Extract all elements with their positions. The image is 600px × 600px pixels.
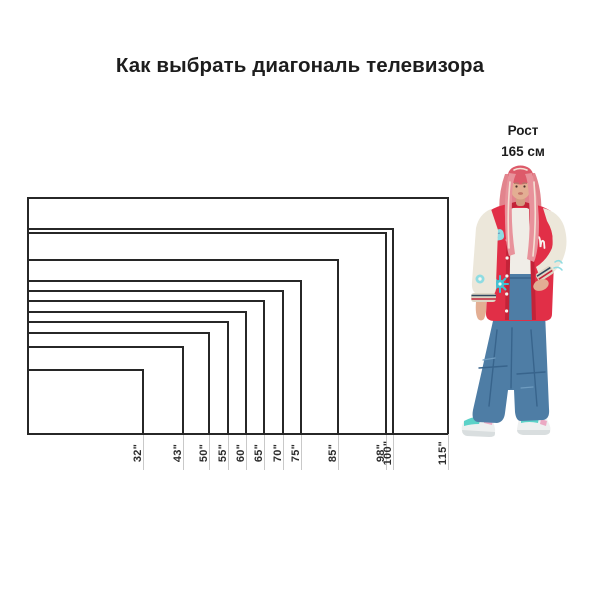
person-head [504, 165, 539, 262]
jacket-starburst-patch [491, 275, 509, 293]
size-label-50in: 50" [198, 443, 211, 463]
person-jeans [472, 312, 550, 423]
height-caption-line2: 165 см [501, 144, 545, 159]
tick-line-50in [209, 434, 211, 470]
size-label-100in: 100" [381, 440, 394, 466]
page-title: Как выбрать диагональ телевизора [115, 54, 485, 77]
size-label-55in: 55" [216, 443, 229, 463]
size-label-43in: 43" [172, 443, 185, 463]
person-height-caption: Рост 165 см [463, 120, 583, 162]
tv-rect-115in [26, 196, 449, 435]
size-label-75in: 75" [290, 443, 303, 463]
person-tank-top [509, 208, 531, 274]
person-right-arm [533, 208, 567, 291]
tick-line-100in [392, 434, 394, 470]
tick-line-70in [282, 434, 284, 470]
tick-line-65in [264, 434, 266, 470]
tick-line-32in [143, 434, 145, 470]
tick-line-60in [245, 434, 247, 470]
tick-line-55in [227, 434, 229, 470]
size-label-60in: 60" [234, 443, 247, 463]
size-label-65in: 65" [253, 443, 266, 463]
size-label-85in: 85" [326, 443, 339, 463]
person-illustration [461, 165, 567, 437]
height-caption-line1: Рост [507, 123, 539, 138]
tick-line-75in [301, 434, 303, 470]
size-label-32in: 32" [132, 443, 145, 463]
tick-line-98in [385, 434, 387, 470]
person-left-arm [471, 209, 498, 321]
size-label-70in: 70" [271, 443, 284, 463]
tick-line-85in [337, 434, 339, 470]
tick-line-115in [448, 434, 449, 470]
size-label-115in: 115" [437, 440, 449, 466]
tick-line-43in [183, 434, 185, 470]
